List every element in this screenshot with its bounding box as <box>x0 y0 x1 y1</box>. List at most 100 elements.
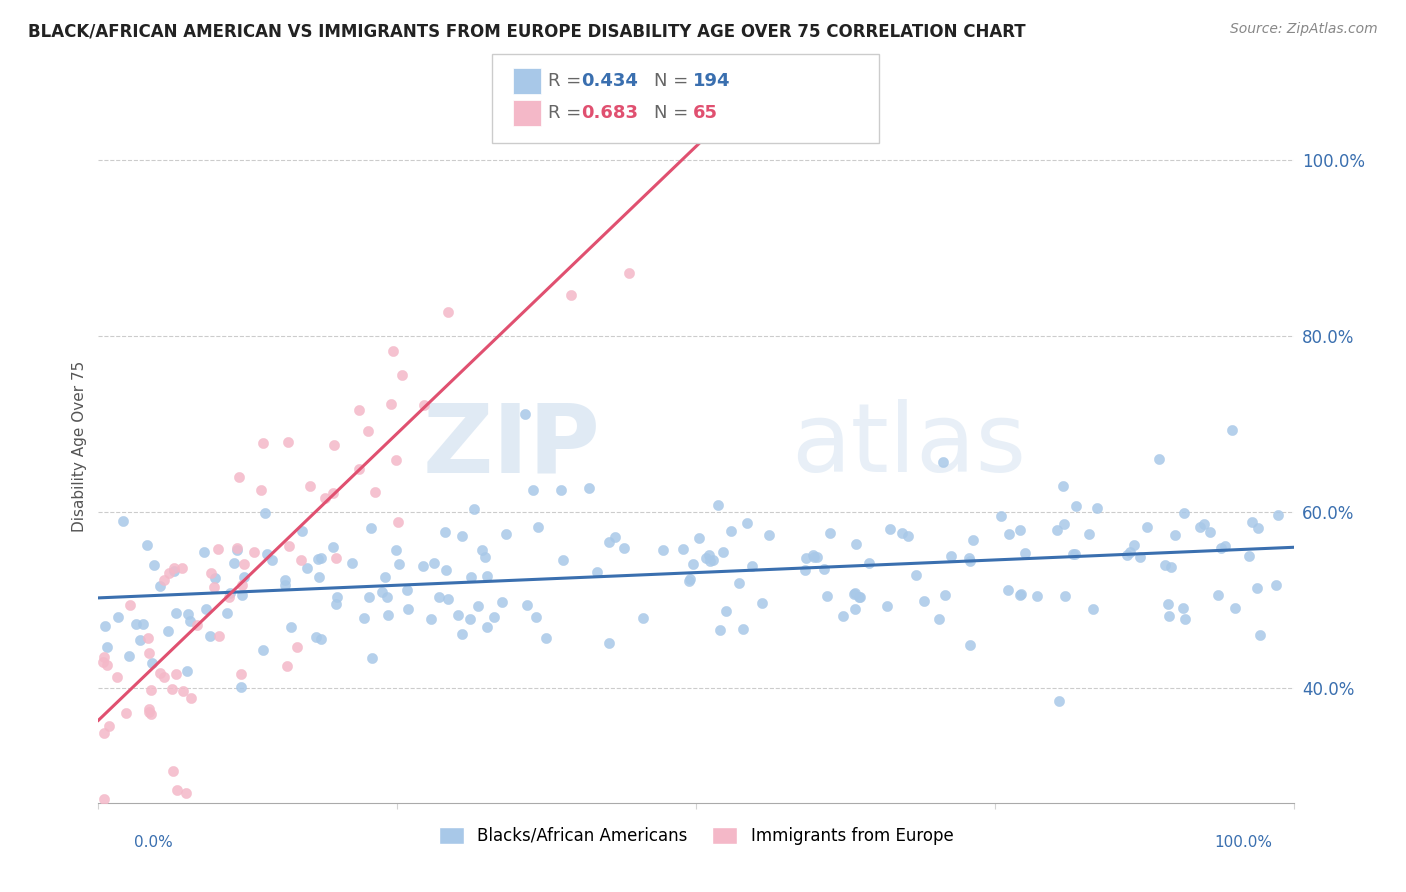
Point <box>176 665 198 679</box>
Point <box>1047 694 1070 708</box>
Point <box>322 486 344 500</box>
Point <box>1014 546 1036 560</box>
Point <box>391 368 413 383</box>
Point <box>311 551 333 566</box>
Point <box>287 640 309 654</box>
Point <box>125 616 148 631</box>
Point <box>141 707 163 722</box>
Point <box>815 589 838 603</box>
Y-axis label: Disability Age Over 75: Disability Age Over 75 <box>72 360 87 532</box>
Point <box>842 587 865 601</box>
Text: R =: R = <box>548 72 588 90</box>
Point <box>360 651 382 665</box>
Point <box>1213 539 1236 553</box>
Point <box>714 604 737 618</box>
Point <box>990 508 1012 523</box>
Point <box>228 469 250 483</box>
Point <box>482 610 505 624</box>
Point <box>617 266 640 280</box>
Point <box>166 783 188 797</box>
Point <box>396 602 419 616</box>
Point <box>1211 541 1233 556</box>
Point <box>1237 549 1260 563</box>
Point <box>751 596 773 610</box>
Point <box>138 705 160 719</box>
Point <box>252 643 274 657</box>
Point <box>315 491 337 505</box>
Point <box>957 550 980 565</box>
Point <box>163 561 186 575</box>
Point <box>290 553 312 567</box>
Point <box>522 483 544 497</box>
Point <box>326 590 349 604</box>
Point <box>858 557 880 571</box>
Text: R =: R = <box>548 104 588 122</box>
Point <box>260 553 283 567</box>
Point <box>1206 588 1229 602</box>
Point <box>136 538 159 552</box>
Point <box>172 684 194 698</box>
Point <box>307 552 329 566</box>
Point <box>299 479 322 493</box>
Point <box>688 532 710 546</box>
Point <box>349 462 371 476</box>
Point <box>219 585 242 599</box>
Point <box>305 630 328 644</box>
Point <box>1122 538 1144 552</box>
Point <box>91 655 114 669</box>
Point <box>198 629 221 643</box>
Point <box>1064 500 1087 514</box>
Point <box>801 548 824 562</box>
Point <box>423 557 446 571</box>
Point <box>195 602 218 616</box>
Point <box>347 403 370 417</box>
Point <box>1249 628 1271 642</box>
Point <box>170 560 193 574</box>
Point <box>384 453 406 467</box>
Point <box>679 573 702 587</box>
Point <box>1154 558 1177 572</box>
Point <box>420 612 443 626</box>
Point <box>495 527 517 541</box>
Point <box>160 682 183 697</box>
Point <box>897 529 920 543</box>
Point <box>131 617 153 632</box>
Point <box>959 554 981 568</box>
Point <box>218 590 240 604</box>
Point <box>447 607 470 622</box>
Point <box>180 691 202 706</box>
Point <box>1053 517 1076 532</box>
Point <box>735 516 758 531</box>
Point <box>204 571 226 585</box>
Text: N =: N = <box>654 72 693 90</box>
Point <box>322 540 344 554</box>
Point <box>93 650 115 665</box>
Point <box>174 786 197 800</box>
Point <box>912 594 935 608</box>
Point <box>474 549 496 564</box>
Point <box>1129 550 1152 565</box>
Point <box>371 585 394 599</box>
Point <box>451 529 474 543</box>
Point <box>153 670 176 684</box>
Point <box>207 541 229 556</box>
Point <box>226 541 249 556</box>
Point <box>699 554 721 568</box>
Point <box>879 522 901 536</box>
Text: 0.434: 0.434 <box>581 72 637 90</box>
Point <box>997 527 1019 541</box>
Point <box>1246 521 1268 535</box>
Point <box>165 666 187 681</box>
Point <box>697 548 720 562</box>
Point <box>707 498 730 512</box>
Text: Source: ZipAtlas.com: Source: ZipAtlas.com <box>1230 22 1378 37</box>
Point <box>325 597 347 611</box>
Point <box>433 525 456 540</box>
Point <box>395 583 418 598</box>
Point <box>93 726 115 740</box>
Point <box>231 588 253 602</box>
Point <box>1246 581 1268 595</box>
Point <box>451 627 474 641</box>
Point <box>231 680 253 694</box>
Point <box>141 683 163 698</box>
